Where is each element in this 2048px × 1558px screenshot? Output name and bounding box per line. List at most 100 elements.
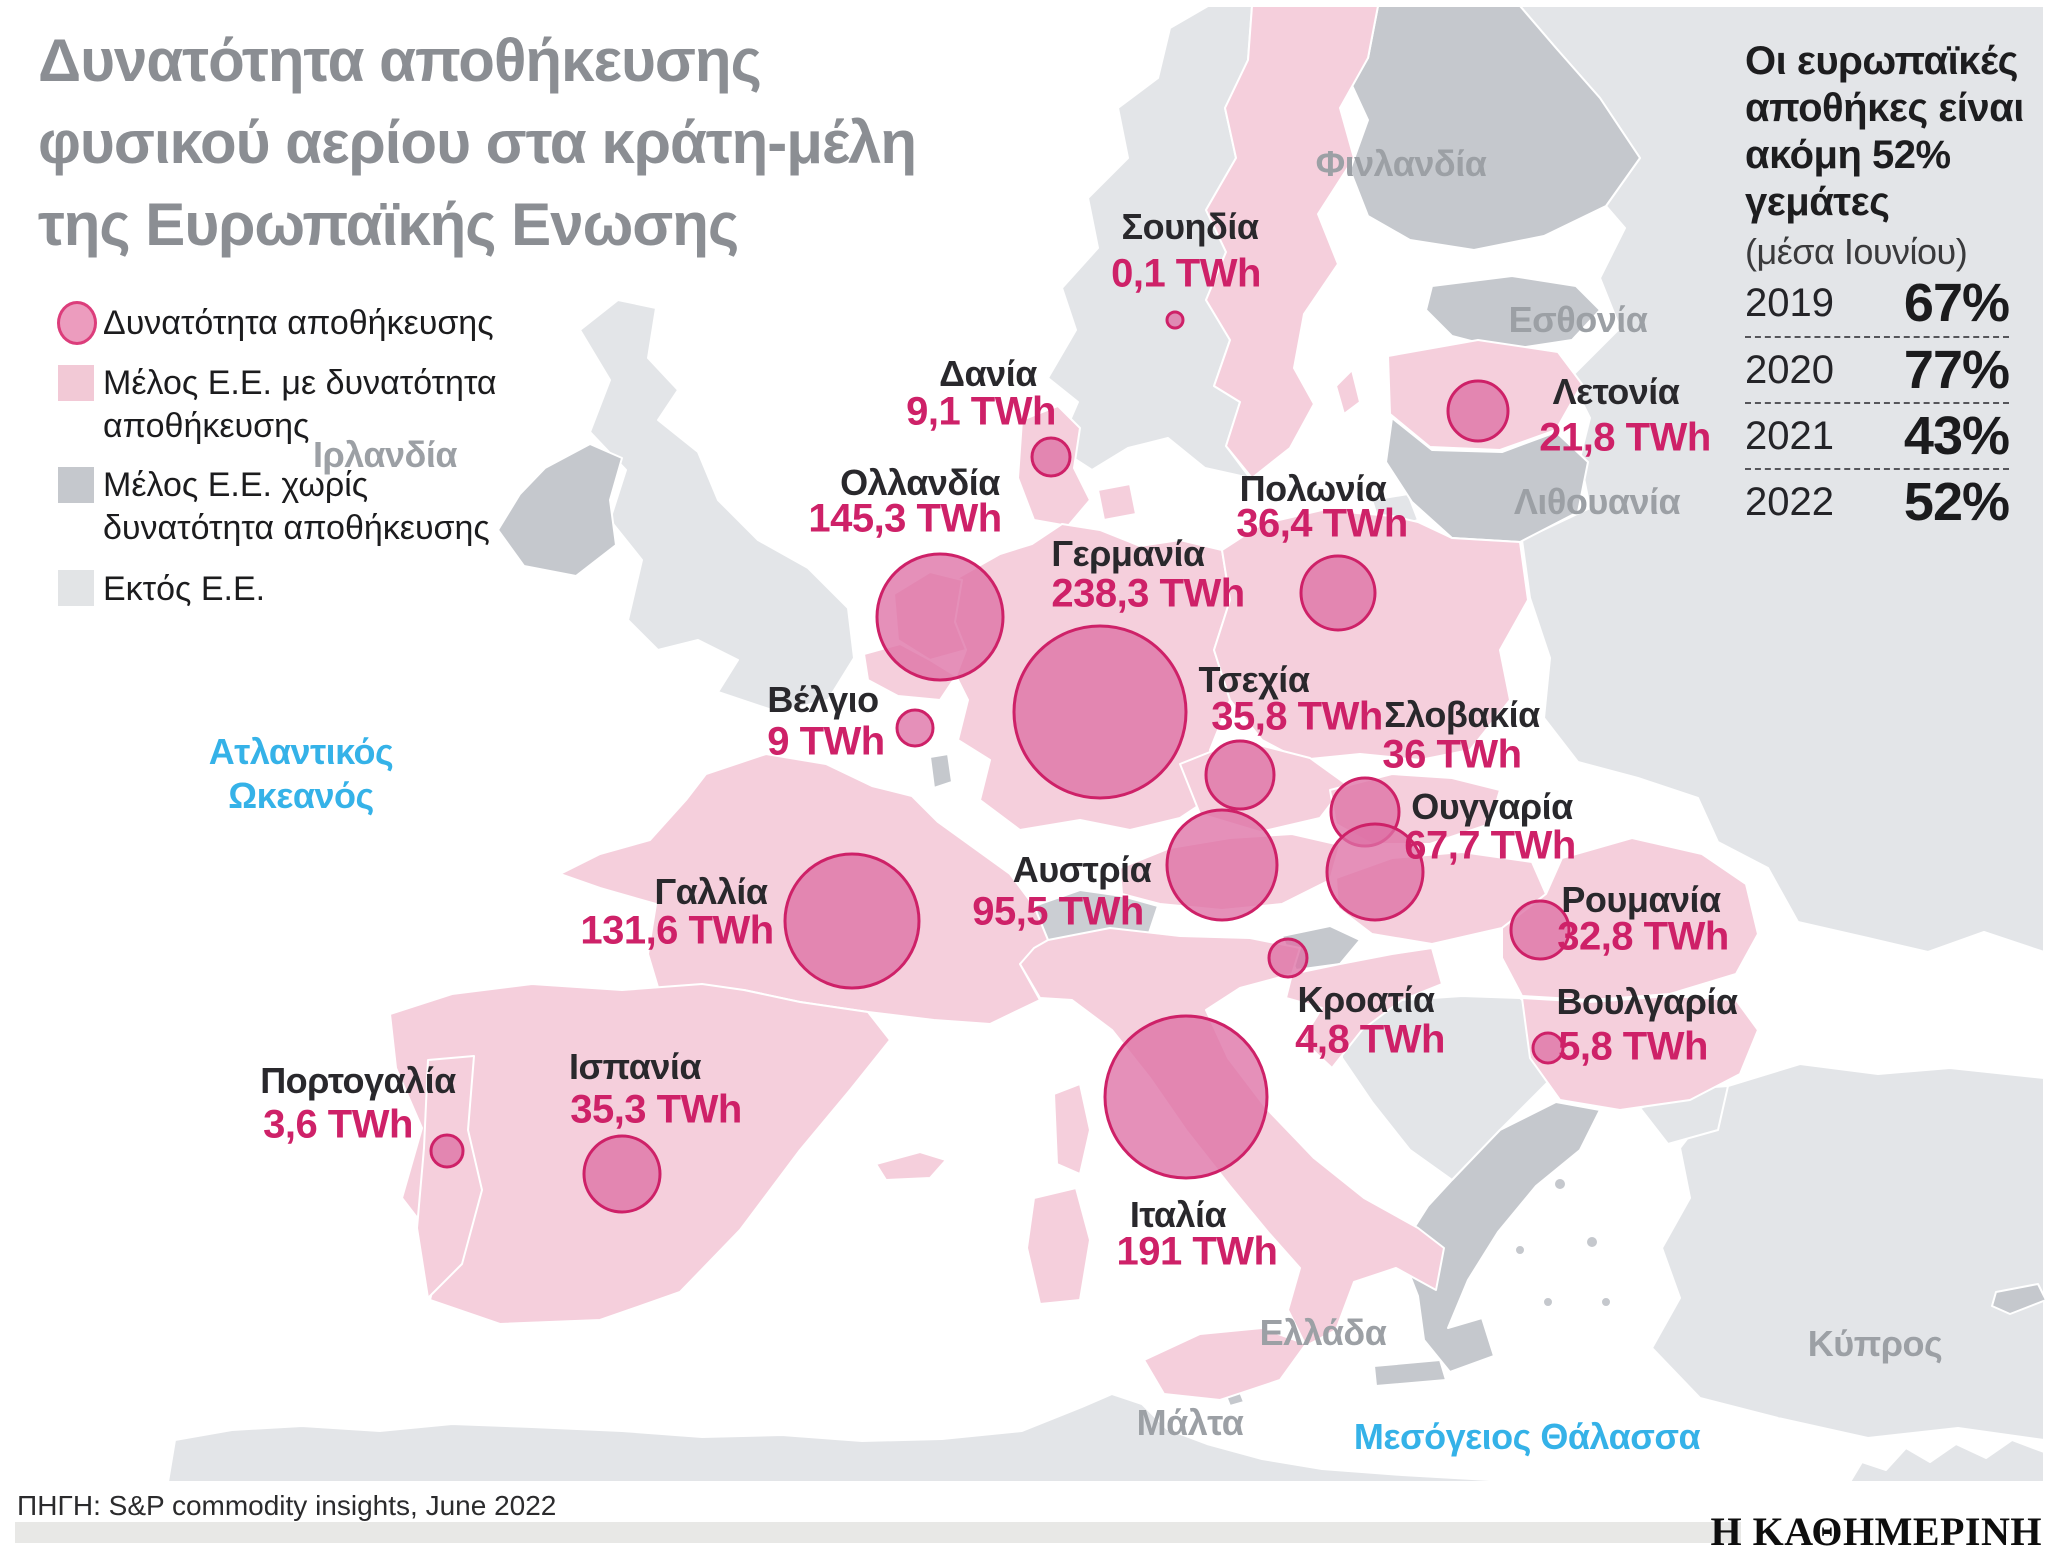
country-value-croatia: 4,8 TWh — [1295, 1017, 1445, 1062]
region-label-Ελλάδα: Ελλάδα — [1259, 1312, 1387, 1353]
storage-fill-year: 2022 — [1745, 479, 1834, 524]
storage-heading-line: γεμάτες — [1745, 180, 1890, 224]
country-poland-shape — [1213, 509, 1529, 761]
region-label-Λιθουανία: Λιθουανία — [1513, 481, 1681, 522]
storage-fill-percent: 43% — [1903, 406, 2010, 466]
title-line: Δυνατότητα αποθήκευσης — [38, 27, 762, 94]
country-value-hungary: 67,7 TWh — [1404, 823, 1576, 868]
legend-eu-with-storage-label: Μέλος Ε.Ε. με δυνατότητα αποθήκευσης — [103, 362, 497, 448]
country-label-netherlands: Ολλανδία — [840, 462, 1000, 503]
storage-fill-percent: 77% — [1903, 340, 2010, 400]
country-bulgaria-shape — [1521, 995, 1759, 1111]
country-italy-sardinia-shape — [1026, 1187, 1091, 1305]
country-croatia-shape — [1285, 947, 1443, 1069]
storage-circle-belgium — [895, 708, 935, 748]
page-title: Δυνατότητα αποθήκευσης φυσικού αερίου στ… — [38, 20, 917, 266]
country-value-czechia: 35,8 TWh — [1211, 694, 1383, 739]
storage-fill-year: 2021 — [1745, 413, 1834, 458]
country-label-sweden: Σουηδία — [1121, 206, 1259, 247]
region-label-Μάλτα: Μάλτα — [1136, 1402, 1244, 1443]
region-label-Ιρλανδία: Ιρλανδία — [313, 434, 457, 475]
country-sweden-gotland-shape — [1335, 369, 1361, 415]
storage-fill-row: 2021 43% — [1745, 402, 2010, 468]
storage-fill-row: 2019 67% — [1745, 270, 2010, 336]
storage-fill-year: 2020 — [1745, 347, 1834, 392]
legend-storage-circle-icon — [57, 301, 97, 345]
storage-circle-bulgaria — [1531, 1031, 1565, 1065]
legend-non-eu-swatch — [58, 570, 94, 606]
source-note: ΠΗΓΗ: S&P commodity insights, June 2022 — [17, 1490, 557, 1521]
country-value-poland: 36,4 TWh — [1236, 501, 1408, 546]
country-greece-crete-shape — [1373, 1359, 1447, 1387]
country-label-germany: Γερμανία — [1051, 533, 1205, 574]
country-denmark-island-shape — [1097, 483, 1137, 521]
storage-circle-portugal — [429, 1133, 465, 1169]
country-value-germany: 238,3 TWh — [1051, 571, 1245, 616]
country-label-spain: Ισπανία — [569, 1046, 701, 1087]
storage-panel-subheading: (μέσα Ιουνίου) — [1745, 231, 1968, 272]
storage-circle-italy — [1103, 1014, 1269, 1180]
storage-fill-year: 2019 — [1745, 280, 1834, 325]
region-label-Κύπρος: Κύπρος — [1807, 1323, 1943, 1364]
storage-heading-line: αποθήκες είναι — [1745, 86, 2024, 130]
storage-circle-denmark — [1030, 436, 1072, 478]
greece-island-icon — [1600, 1296, 1612, 1308]
country-label-bulgaria: Βουλγαρία — [1556, 981, 1738, 1022]
country-portugal-shape — [416, 1055, 483, 1299]
storage-circle-netherlands — [875, 552, 1005, 682]
region-label-Φινλανδία: Φινλανδία — [1315, 143, 1487, 184]
country-spain-balearics-shape — [875, 1151, 947, 1181]
country-estonia-shape — [1425, 275, 1601, 351]
legend-line: δυνατότητα αποθήκευσης — [103, 509, 490, 547]
country-label-romania: Ρουμανία — [1561, 879, 1721, 920]
greece-island-icon — [1585, 1235, 1599, 1249]
country-value-netherlands: 145,3 TWh — [808, 496, 1002, 541]
greece-island-icon — [1553, 1177, 1567, 1191]
country-luxembourg-shape — [929, 753, 953, 789]
storage-circle-sweden — [1165, 310, 1185, 330]
region-russia-east-shape — [1519, 5, 2045, 953]
country-value-portugal: 3,6 TWh — [263, 1102, 413, 1147]
country-label-austria: Αυστρία — [1012, 849, 1152, 890]
region-north-africa-shape — [167, 1393, 1525, 1483]
storage-fill-row: 2020 77% — [1745, 336, 2010, 402]
storage-fill-percent: 52% — [1903, 472, 2010, 532]
country-label-france: Γαλλία — [654, 871, 768, 912]
storage-fill-table: 2019 67% 2020 77% 2021 43% 2022 52% — [1745, 270, 2010, 534]
title-line: φυσικού αερίου στα κράτη-μέλη — [38, 109, 917, 176]
title-line: της Ευρωπαϊκής Ενωσης — [38, 191, 739, 258]
kathimerini-logo: Η ΚΑΘΗΜΕΡΙΝΗ — [1710, 1509, 2042, 1554]
sea-label-Μεσόγειος Θάλασσα: Μεσόγειος Θάλασσα — [1353, 1416, 1701, 1457]
country-value-latvia: 21,8 TWh — [1539, 415, 1711, 460]
region-west-balkans-shape — [1341, 995, 1559, 1181]
country-sweden-shape — [1205, 5, 1379, 479]
country-label-portugal: Πορτογαλία — [260, 1060, 456, 1101]
country-value-italy: 191 TWh — [1116, 1229, 1278, 1274]
storage-heading-line: Οι ευρωπαϊκές — [1745, 39, 2018, 83]
storage-bubbles-layer — [429, 310, 1571, 1214]
legend-eu-with-storage-swatch — [58, 365, 94, 401]
country-value-france: 131,6 TWh — [580, 908, 774, 953]
country-value-sweden: 0,1 TWh — [1111, 251, 1261, 296]
country-value-spain: 35,3 TWh — [570, 1087, 742, 1132]
country-value-denmark: 9,1 TWh — [906, 389, 1056, 434]
legend-line: Μέλος Ε.Ε. με δυνατότητα — [103, 364, 497, 402]
storage-circle-france — [783, 852, 921, 990]
country-cyprus-shape — [1991, 1283, 2047, 1315]
bottom-divider-bar — [15, 1522, 1741, 1543]
sea-label-Ατλαντικός: Ατλαντικός Ωκεανός — [208, 731, 394, 816]
country-romania-shape — [1501, 837, 1759, 1001]
country-value-belgium: 9 TWh — [767, 719, 885, 764]
country-value-austria: 95,5 TWh — [972, 889, 1144, 934]
greece-island-icon — [1542, 1296, 1554, 1308]
legend-line: αποθήκευσης — [103, 407, 310, 445]
country-greece-shape — [1399, 1101, 1601, 1373]
legend-capacity-label: Δυνατότητα αποθήκευσης — [103, 304, 494, 342]
storage-circle-poland — [1299, 554, 1377, 632]
storage-panel-heading: Οι ευρωπαϊκές αποθήκες είναι ακόμη 52% γ… — [1745, 38, 2024, 275]
country-italy-sicily-shape — [1143, 1327, 1307, 1401]
country-lithuania-shape — [1385, 417, 1589, 543]
greece-island-icon — [1514, 1244, 1526, 1256]
